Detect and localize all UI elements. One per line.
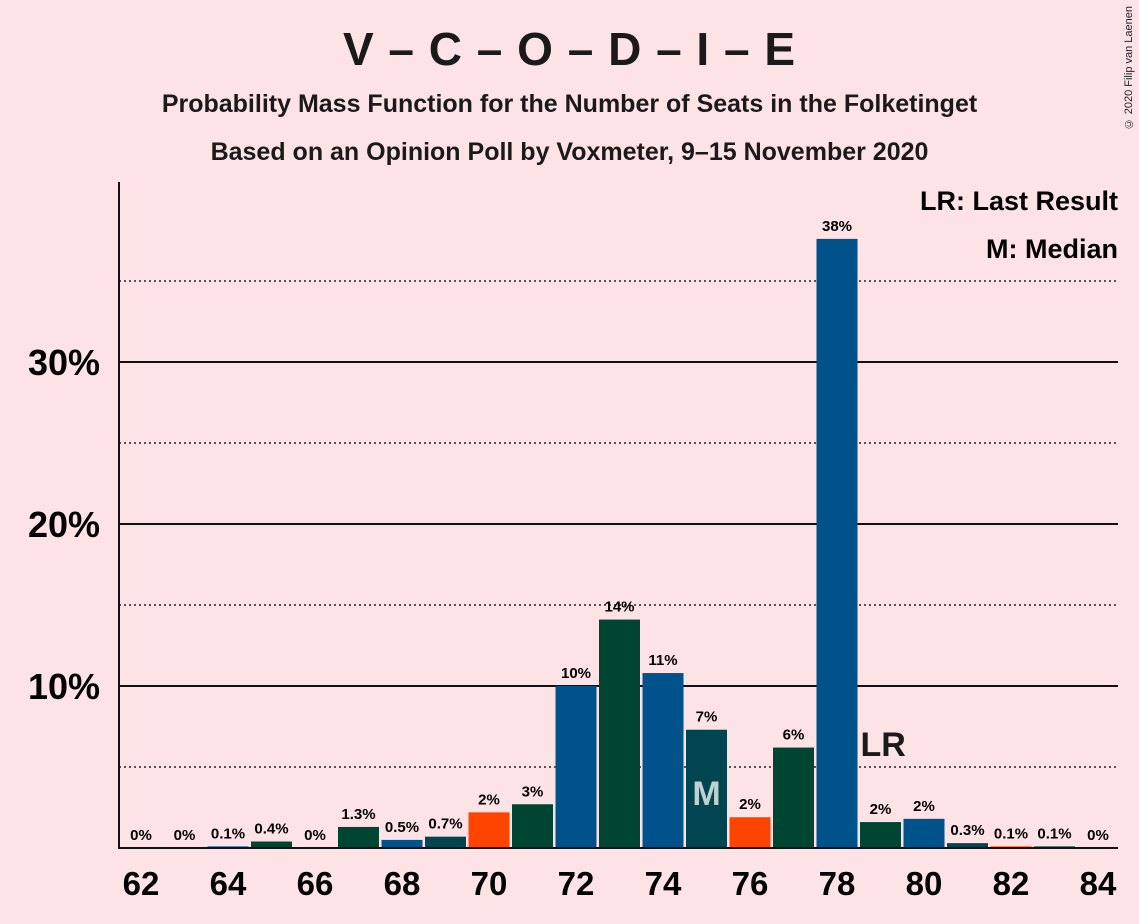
bar-label-72: 10% xyxy=(561,665,591,682)
bar-label-80: 2% xyxy=(913,798,935,815)
bar-seats-67 xyxy=(338,826,379,848)
y-tick-label: 10% xyxy=(28,666,100,707)
chart-subtitle: Probability Mass Function for the Number… xyxy=(161,90,978,118)
x-tick-label: 78 xyxy=(819,865,856,902)
bar-label-65: 0.4% xyxy=(254,821,288,838)
x-tick-label: 80 xyxy=(906,865,943,902)
bar-label-74: 11% xyxy=(648,652,677,669)
bar-label-82: 0.1% xyxy=(994,825,1028,842)
bar-seats-74 xyxy=(642,673,684,848)
bar-seats-81 xyxy=(947,843,988,848)
axes-group: 10% 20% 30% 62 64 66 68 70 72 74 76 78 80 82 84 xyxy=(28,182,1118,902)
x-tick-label: 74 xyxy=(645,865,682,902)
legend-median: M: Median xyxy=(986,234,1118,264)
bar-seats-69 xyxy=(425,836,466,848)
bar-label-73: 14% xyxy=(604,599,634,616)
x-tick-label: 82 xyxy=(993,865,1030,902)
grid-lines xyxy=(119,280,1118,768)
bar-label-68: 0.5% xyxy=(385,819,419,836)
bar-seats-76 xyxy=(729,817,771,848)
bar-label-81: 0.3% xyxy=(950,822,984,839)
bar-seats-79 xyxy=(860,822,901,848)
y-tick-label: 30% xyxy=(28,342,100,383)
bar-label-77: 6% xyxy=(783,727,805,744)
bar-label-79: 2% xyxy=(870,801,892,818)
x-tick-label: 72 xyxy=(558,865,595,902)
bar-label-67: 1.3% xyxy=(341,806,375,823)
markers-group: M LR xyxy=(692,726,905,813)
bar-seats-72 xyxy=(555,686,597,848)
y-tick-label: 20% xyxy=(28,504,100,545)
last-result-marker: LR xyxy=(861,726,906,764)
bar-labels-group: 0% 0% 0.1% 0.4% 0% 1.3% 0.5% 0.7% 2% 3% 10% 14% 11% 7… xyxy=(130,218,1109,844)
bar-label-62: 0% xyxy=(130,827,152,844)
bar-label-76: 2% xyxy=(739,796,761,813)
x-tick-label: 62 xyxy=(123,865,160,902)
x-tick-label: 64 xyxy=(210,865,247,902)
median-marker: M xyxy=(692,775,720,813)
bar-label-64: 0.1% xyxy=(211,825,245,842)
x-tick-label: 76 xyxy=(732,865,769,902)
bar-label-75: 7% xyxy=(696,709,718,726)
bar-seats-68 xyxy=(381,839,423,848)
bar-label-83: 0.1% xyxy=(1037,825,1071,842)
x-tick-label: 70 xyxy=(471,865,508,902)
bar-label-66: 0% xyxy=(304,827,326,844)
x-tick-label: 66 xyxy=(297,865,334,902)
x-tick-label: 68 xyxy=(384,865,421,902)
bars-group xyxy=(207,238,1075,848)
bar-label-63: 0% xyxy=(174,827,196,844)
bar-label-70: 2% xyxy=(478,791,500,808)
bar-seats-71 xyxy=(512,804,553,848)
chart-subtitle-source: Based on an Opinion Poll by Voxmeter, 9–… xyxy=(210,138,929,166)
bar-seats-65 xyxy=(251,841,292,848)
x-tick-label: 84 xyxy=(1080,865,1117,902)
bar-seats-80 xyxy=(903,818,945,848)
bar-label-78: 38% xyxy=(822,218,852,235)
chart-title: V – C – O – D – I – E xyxy=(342,23,797,75)
bar-seats-75 xyxy=(686,729,727,848)
bar-label-69: 0.7% xyxy=(428,816,462,833)
legend-last-result: LR: Last Result xyxy=(920,186,1118,216)
bar-label-71: 3% xyxy=(522,783,544,800)
bar-seats-73 xyxy=(599,619,640,848)
bar-seats-70 xyxy=(468,812,510,848)
bar-seats-78 xyxy=(816,238,858,848)
bar-label-84: 0% xyxy=(1087,827,1109,844)
bar-seats-77 xyxy=(773,747,814,848)
